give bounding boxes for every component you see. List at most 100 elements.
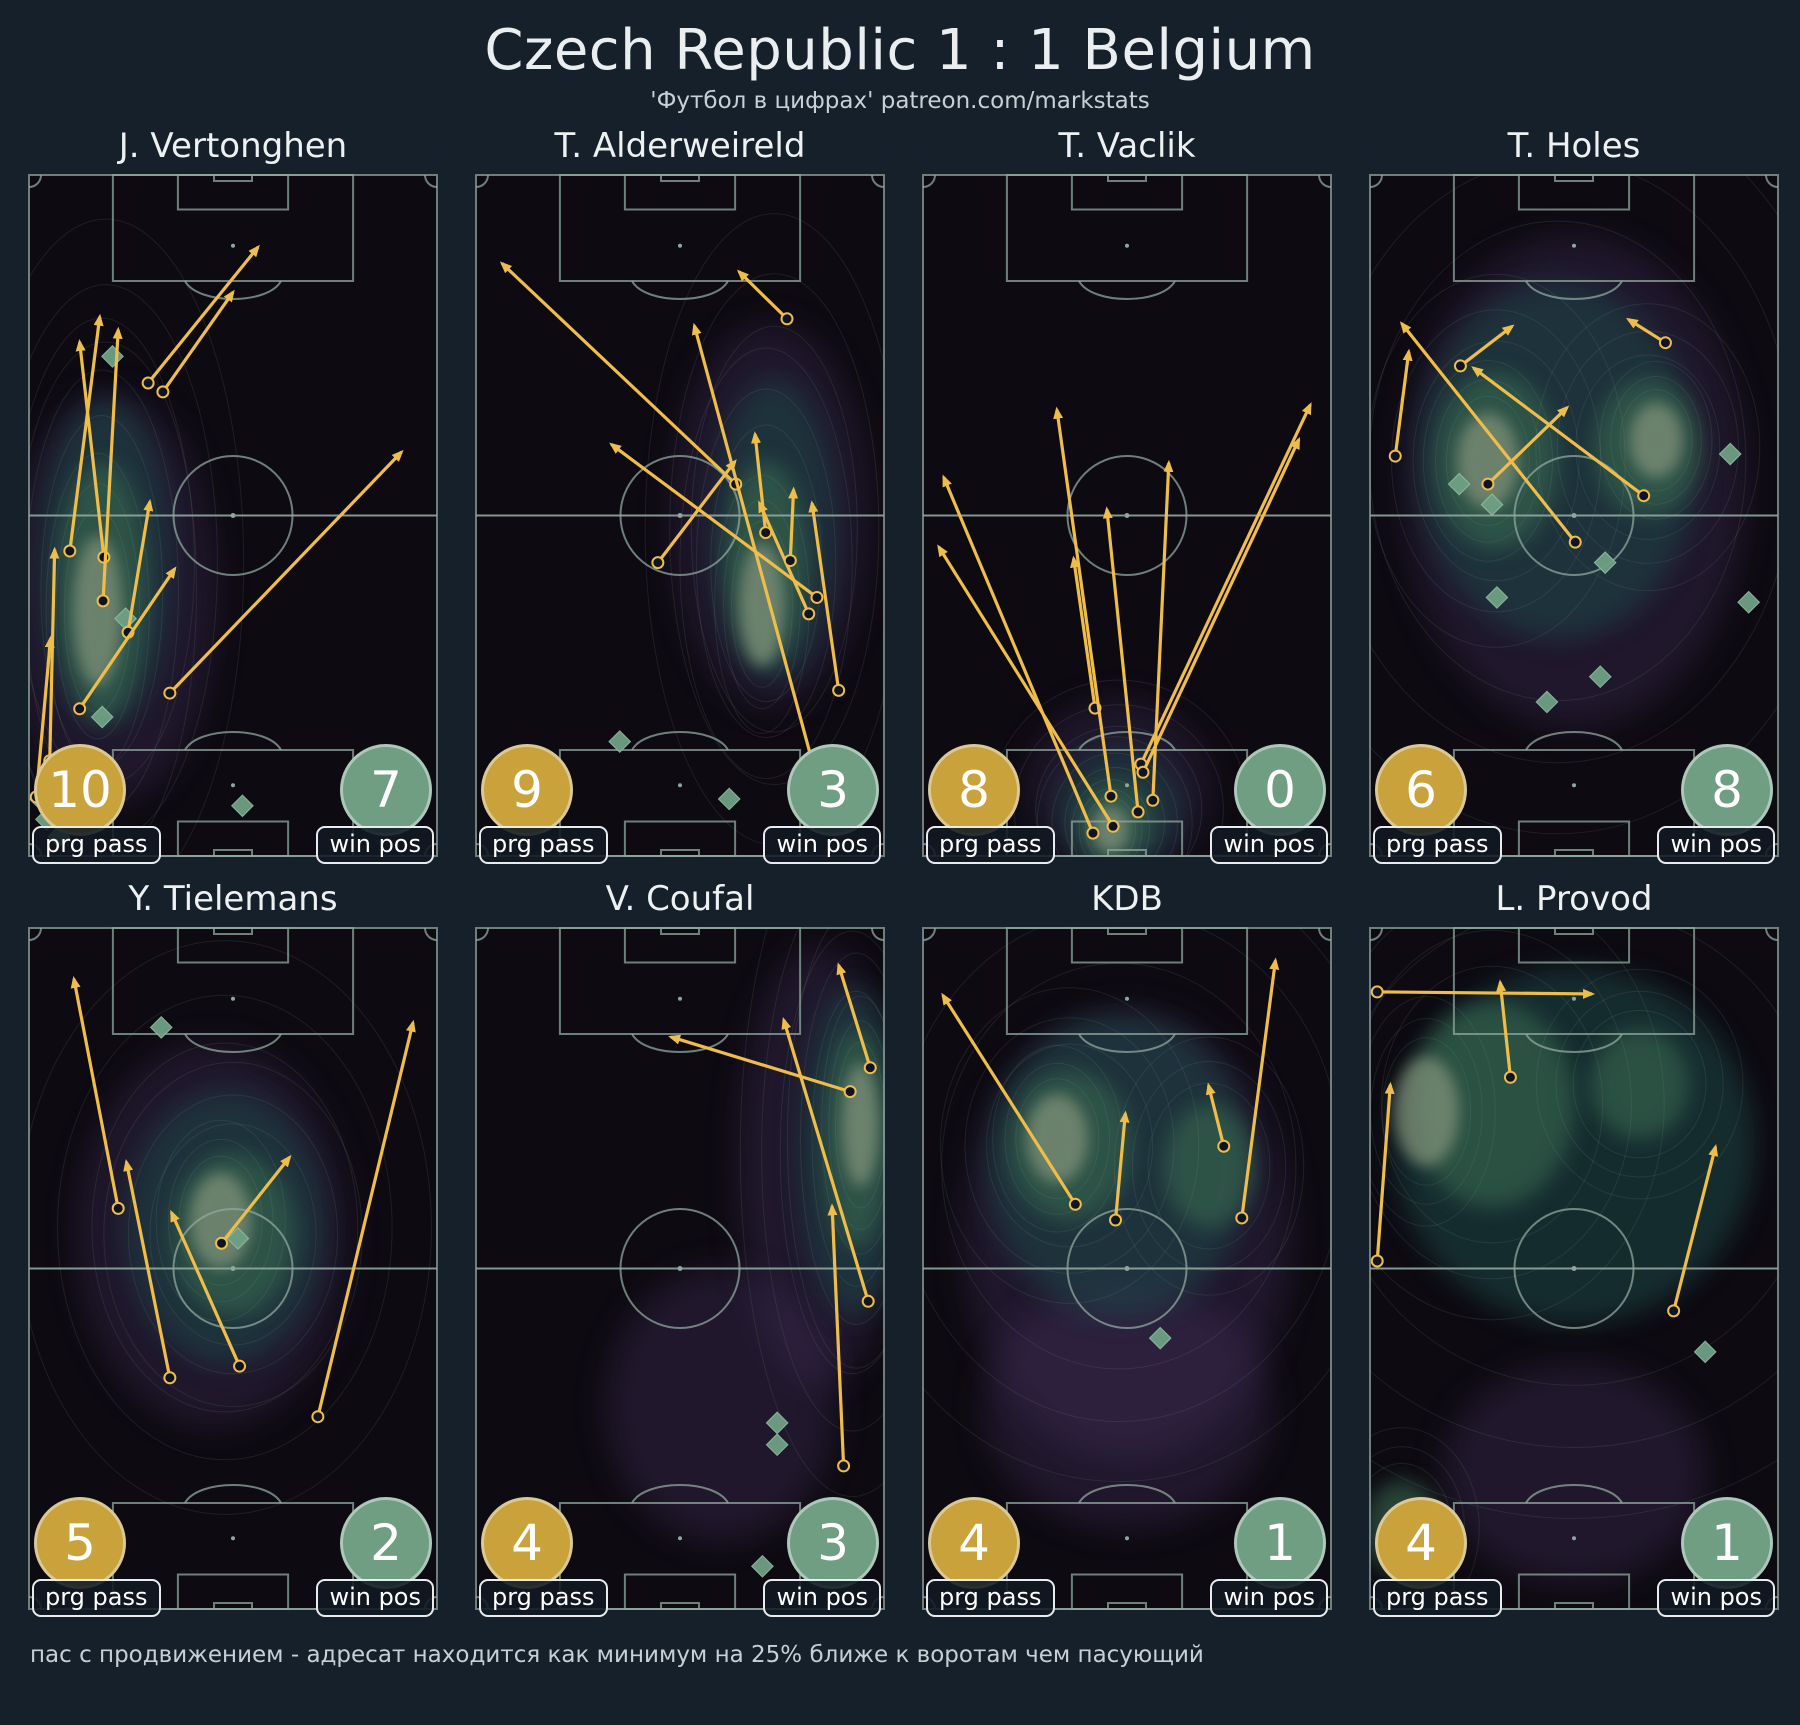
panel-title: V. Coufal: [605, 879, 755, 919]
panel-title: T. Alderweireld: [554, 126, 806, 166]
pass-arrow: [668, 1034, 851, 1094]
heatmap-contour: [1064, 767, 1165, 857]
win-pos-diamond: [750, 1554, 774, 1578]
pass-origin-dot: [1131, 805, 1145, 819]
prg-pass-badge: 4: [481, 1497, 573, 1589]
heatmap-contour: [800, 952, 885, 1325]
pass-origin-dot: [163, 686, 177, 700]
pass-arrow: [1672, 1144, 1719, 1312]
heatmap-blob: [1410, 1002, 1574, 1208]
heatmap-contour: [1412, 340, 1580, 582]
pass-arrow: [1459, 324, 1515, 368]
heatmap-contour: [149, 1123, 317, 1346]
prg-pass-label: prg pass: [32, 1579, 161, 1617]
pass-origin-dot: [1503, 1070, 1517, 1084]
win-pos-diamond: [1148, 1326, 1172, 1350]
heatmap-contour: [1004, 1062, 1111, 1215]
heatmap-contour: [28, 218, 245, 857]
pass-origin-dot: [832, 683, 846, 697]
heatmap-contour: [57, 994, 393, 1461]
player-panel: V. Coufal 4 3 prg pass win pos: [475, 877, 885, 1617]
heatmap-blob: [1442, 1364, 1706, 1583]
pass-origin-dot: [780, 312, 794, 326]
win-pos-label: win pos: [316, 1579, 434, 1617]
heatmap-contour: [28, 940, 432, 1515]
heatmap-contour: [1535, 303, 1761, 592]
heatmap-blob: [1629, 402, 1683, 478]
pitch-markings: [1369, 927, 1779, 1610]
heatmap-contour: [986, 1043, 1154, 1248]
pass-origin-dot: [111, 1201, 125, 1215]
win-pos-badge: 1: [1234, 1497, 1326, 1589]
pass-arrow: [808, 500, 841, 691]
heatmap-contour: [1015, 1078, 1100, 1200]
pitch-svg: [922, 174, 1332, 857]
pass-origin-dot: [1637, 489, 1651, 503]
pass-origin-dot: [1658, 336, 1672, 350]
pass-origin-dot: [1217, 1139, 1231, 1153]
heatmap-contour: [821, 995, 885, 1255]
heatmap-contour: [1369, 1458, 1779, 1519]
pitch-svg: [922, 927, 1332, 1610]
heatmap-blob: [1590, 1029, 1689, 1139]
pitch: 6 8 prg pass win pos: [1369, 174, 1779, 864]
pass-origin-dot: [1104, 789, 1118, 803]
pass-arrow: [788, 486, 799, 561]
heatmap-contour: [939, 987, 1200, 1304]
heatmap-contour: [1036, 736, 1193, 857]
pass-arrow: [781, 1017, 870, 1302]
pass-origin-dot: [156, 385, 170, 399]
pass-origin-dot: [1235, 1211, 1249, 1225]
heatmap-contour: [679, 347, 853, 779]
heatmap-contour: [1369, 927, 1665, 1321]
pass-arrow: [609, 442, 818, 599]
heatmap-contour: [1381, 1037, 1472, 1186]
pass-origin-dot: [233, 1359, 247, 1373]
player-panel: KDB 4 1 prg pass win pos: [922, 877, 1332, 1617]
pass-origin-dot: [163, 1371, 177, 1385]
pitch-markings: [28, 174, 438, 857]
heatmap-contour: [55, 482, 141, 740]
pitch-svg: [28, 927, 438, 1610]
win-pos-diamond: [1447, 472, 1471, 496]
heatmap-contour: [167, 1138, 274, 1303]
heatmap-contour: [964, 1017, 1175, 1274]
pass-arrow: [316, 1019, 416, 1418]
heatmap-contour: [1369, 1369, 1779, 1448]
pitch: 9 3 prg pass win pos: [475, 174, 885, 864]
win-pos-label: win pos: [1657, 1579, 1775, 1617]
win-pos-badge: 3: [787, 744, 879, 836]
heatmap-contour: [127, 1094, 339, 1375]
heatmap-contour: [1131, 1061, 1287, 1272]
heatmap-contour: [1369, 174, 1779, 835]
pass-arrow: [836, 962, 872, 1069]
heatmap-contour: [1555, 990, 1724, 1178]
heatmap-contour: [779, 930, 885, 1375]
panel-title: KDB: [1091, 879, 1163, 919]
heatmap-blob: [606, 1268, 836, 1542]
pitch: 4 1 prg pass win pos: [1369, 927, 1779, 1617]
pass-origin-dot: [1068, 1197, 1082, 1211]
heatmap-blob: [1163, 1104, 1255, 1228]
pass-origin-dot: [73, 702, 87, 716]
win-pos-diamond: [1737, 590, 1761, 614]
pass-origin-dot: [783, 554, 797, 568]
pass-origin-dot: [843, 1085, 857, 1099]
pass-arrow: [1113, 1110, 1130, 1221]
heatmap-blob: [841, 1063, 879, 1187]
heatmap-contour: [1575, 354, 1721, 540]
prg-pass-label: prg pass: [32, 826, 161, 864]
pitch-markings: [28, 927, 438, 1610]
win-pos-badge: 2: [340, 1497, 432, 1589]
win-pos-diamond: [608, 730, 632, 754]
pass-origin-dot: [141, 376, 155, 390]
heatmap-contour: [1369, 273, 1626, 648]
pass-origin-dot: [1109, 1213, 1123, 1227]
heatmap-contour: [828, 1020, 885, 1231]
heatmap-contour: [1369, 927, 1779, 1386]
pitch: 4 3 prg pass win pos: [475, 927, 885, 1617]
heatmap-blob: [1457, 413, 1519, 509]
pass-arrow: [1139, 402, 1312, 765]
pass-arrow: [1399, 321, 1577, 544]
pass-origin-dot: [63, 544, 77, 558]
